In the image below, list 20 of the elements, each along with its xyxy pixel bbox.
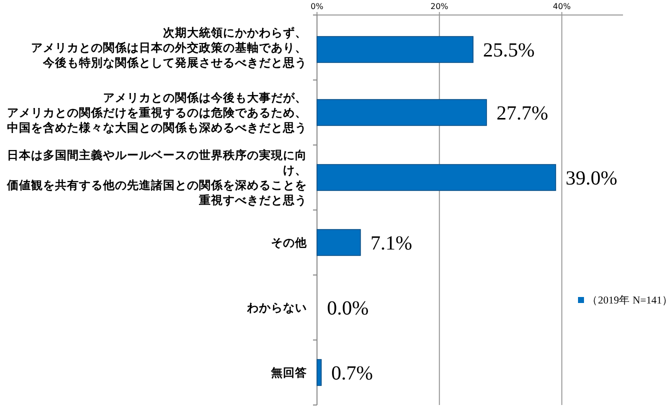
x-tick-label: 20% (430, 2, 449, 11)
data-label: 25.5% (483, 40, 535, 62)
data-label: 39.0% (566, 168, 618, 190)
data-label: 7.1% (370, 232, 412, 254)
y-tick-label: 無回答 (270, 366, 307, 380)
x-tick-label: 0% (310, 2, 324, 11)
y-tick-label: わからない (246, 300, 307, 315)
y-tick-label: 次期大統領にかかわらず、アメリカとの関係は日本の外交政策の基軸であり、今後も特別な関係として発展させるべきだと思う (31, 26, 307, 70)
y-tick-label: その他 (271, 236, 308, 250)
x-tick-label: 40% (552, 2, 572, 11)
data-label: 27.7% (496, 102, 548, 124)
data-label: 0.7% (331, 362, 373, 384)
bar (316, 229, 361, 256)
y-tick-label: 日本は多国間主義やルールベースの世界秩序の実現に向け、価値観を共有する他の先進諸国との関係を深めることを重視すべきだと思う (6, 148, 307, 208)
y-tick-label: アメリカとの関係は今後も大事だが、アメリカとの関係だけを重視するのは危険であるため、中国を含めた様々な大国との関係も深めるべきだと思う (7, 90, 307, 135)
legend-label: （2019年 N=141） (587, 294, 670, 307)
bar (316, 99, 487, 126)
data-label: 0.0% (327, 298, 369, 320)
bar (316, 359, 322, 386)
bar (316, 164, 556, 191)
